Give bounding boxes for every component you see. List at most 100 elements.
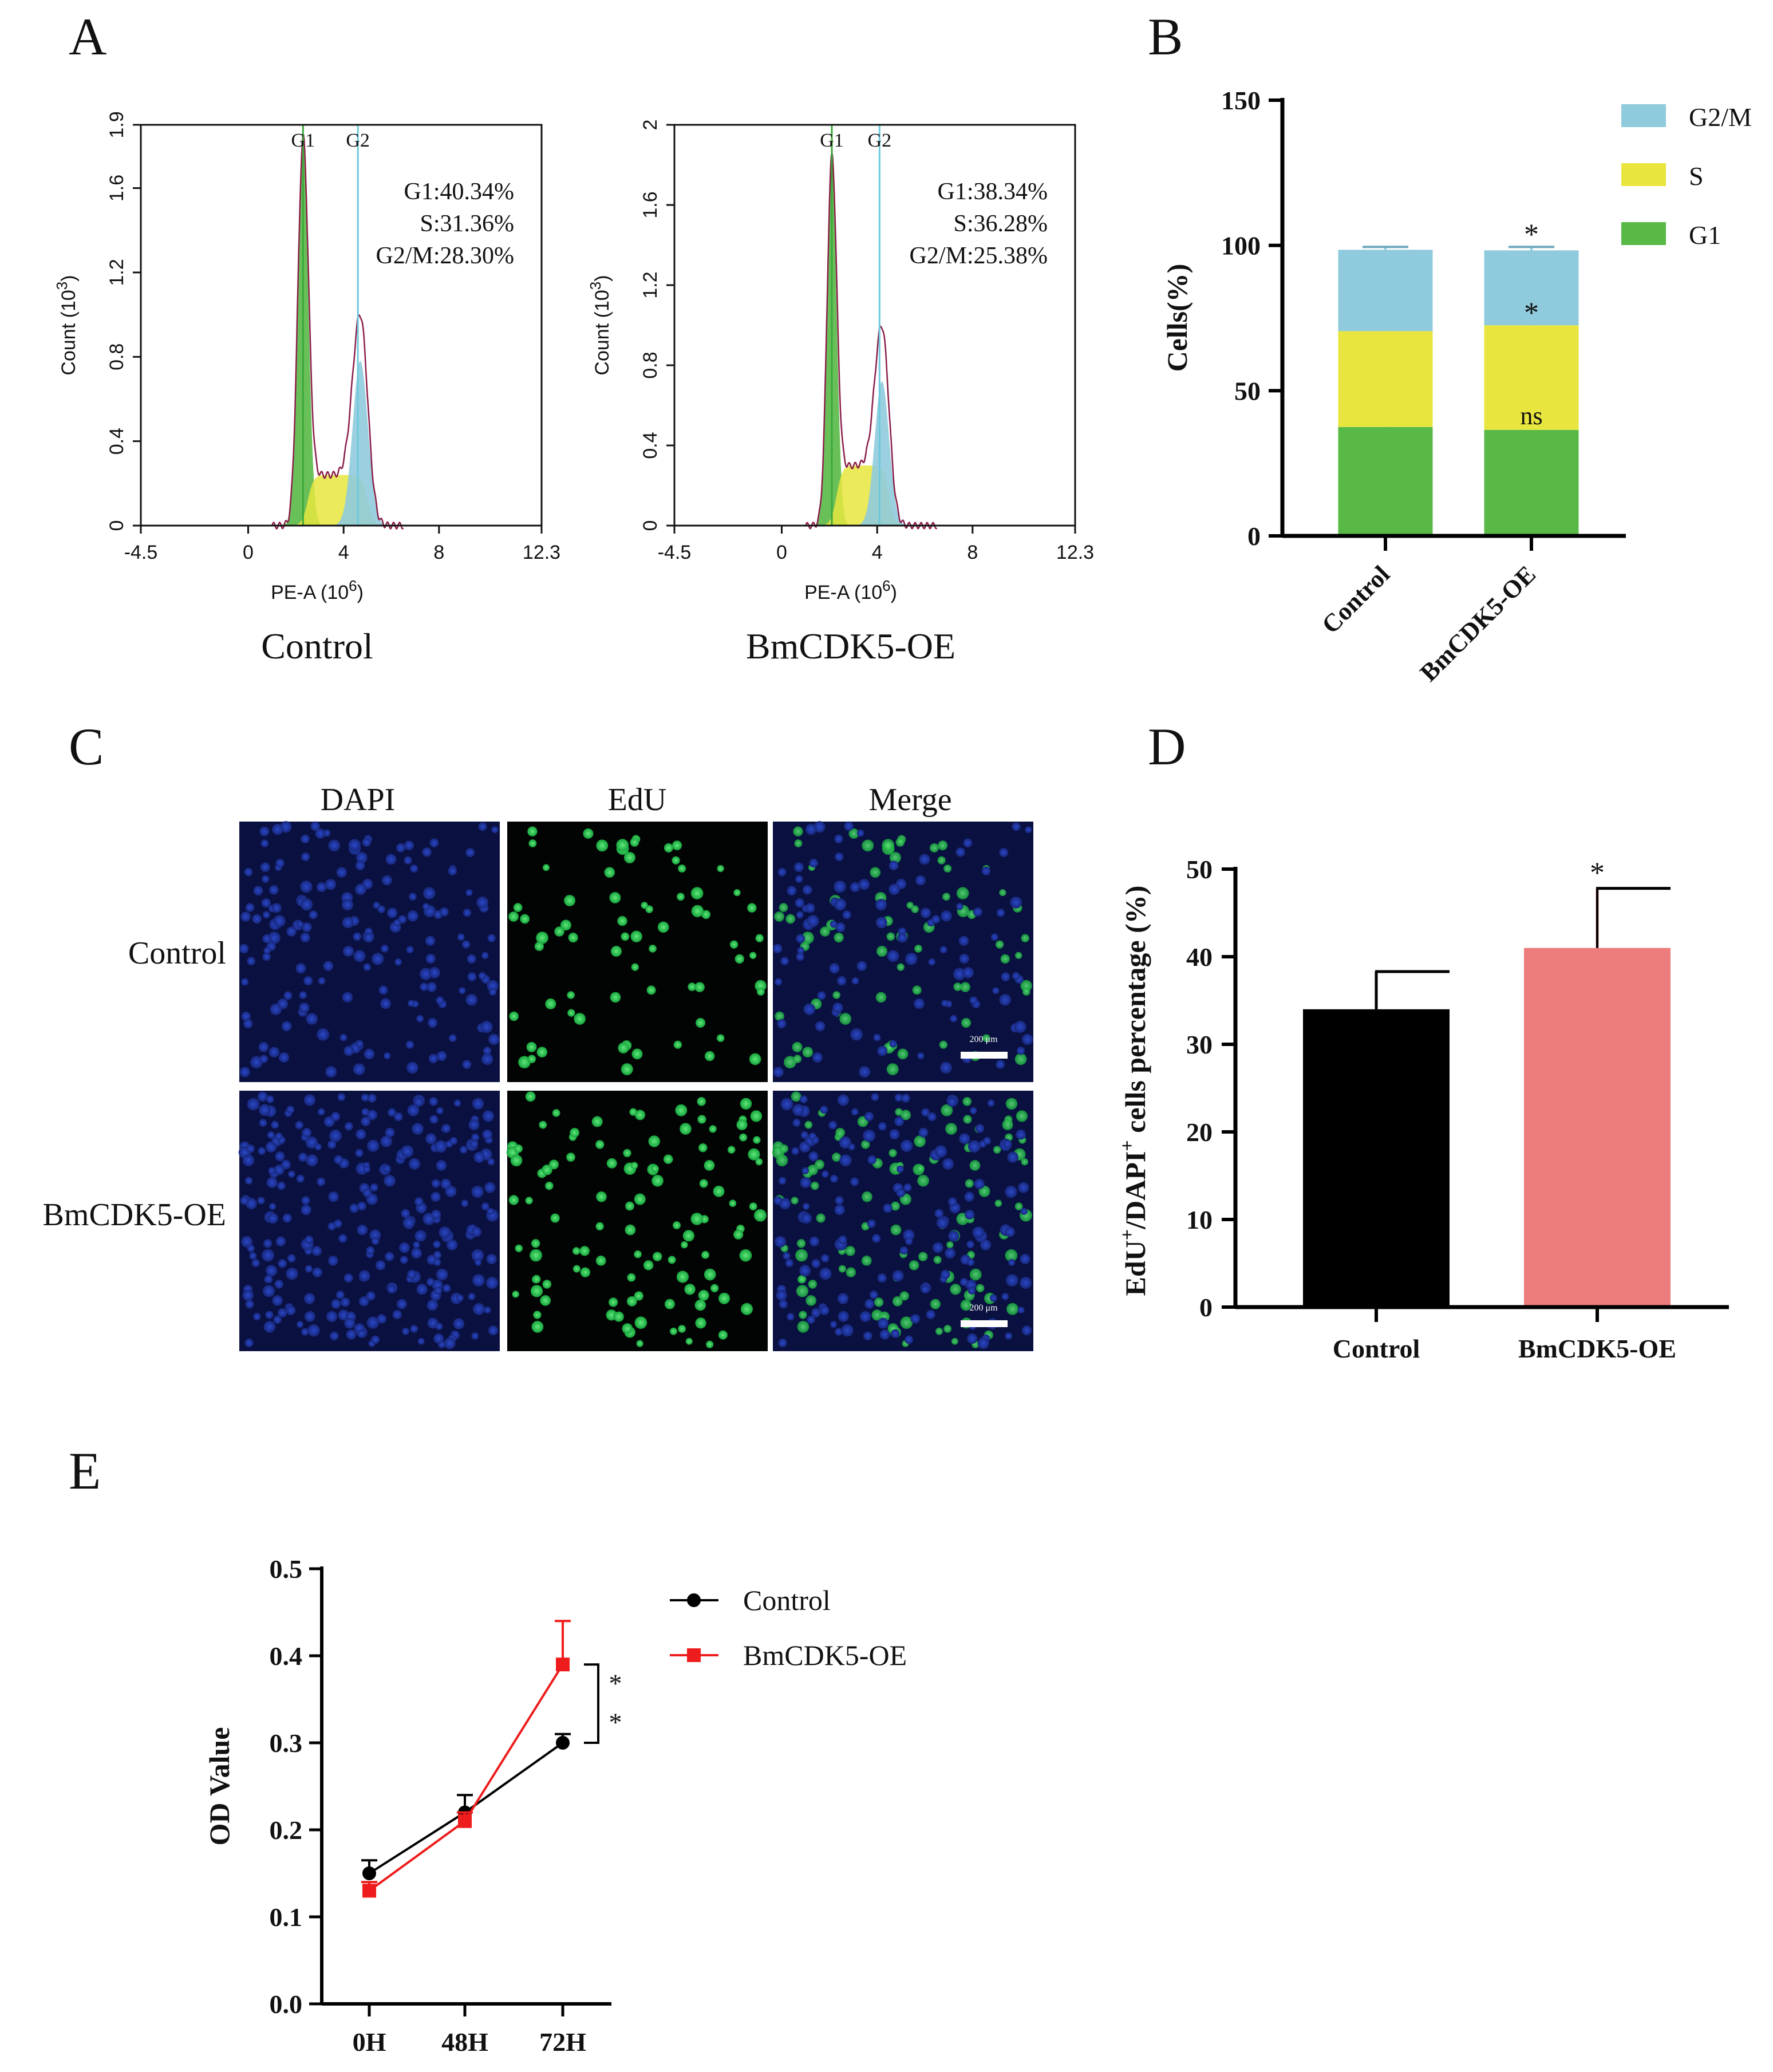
nucleus-green (678, 1325, 686, 1333)
panel-label-d: D (1148, 717, 1186, 776)
nucleus-green (755, 934, 764, 942)
nucleus-green (634, 1193, 646, 1205)
nucleus-blue (386, 907, 398, 918)
nucleus-green (583, 828, 594, 839)
nucleus-blue (380, 1135, 392, 1147)
nucleus-blue (239, 944, 249, 954)
nucleus-blue (850, 882, 860, 893)
nucleus-green (891, 1201, 900, 1211)
nucleus-blue (921, 1285, 930, 1294)
nucleus-green (791, 1091, 801, 1102)
nucleus-green (704, 1160, 715, 1171)
nucleus-blue (265, 1311, 274, 1319)
nucleus-green (848, 828, 859, 839)
nucleus-green (1006, 1303, 1018, 1315)
nucleus-blue (917, 1052, 925, 1060)
nucleus-blue (392, 1309, 402, 1320)
nucleus-blue (355, 861, 365, 871)
nucleus-blue (778, 1338, 787, 1348)
nucleus-blue (385, 854, 397, 865)
nucleus-green (668, 1256, 676, 1264)
nucleus-blue (436, 1268, 448, 1281)
nucleus-blue (300, 933, 310, 943)
nucleus-blue (987, 1099, 995, 1107)
nucleus-blue (426, 1278, 435, 1286)
nucleus-blue (809, 858, 818, 868)
nucleus-blue (834, 880, 846, 893)
panel-label-e: E (69, 1442, 101, 1500)
nucleus-blue (266, 1265, 278, 1277)
nucleus-blue (326, 1311, 338, 1323)
nucleus-blue (992, 987, 1000, 994)
column-header-dapi: DAPI (321, 782, 396, 818)
nucleus-blue (835, 1328, 843, 1336)
nucleus-blue (800, 1131, 808, 1139)
y-tick-label: 0.0 (270, 1990, 303, 2019)
nucleus-green (739, 1133, 748, 1142)
nucleus-blue (1019, 1277, 1032, 1289)
nucleus-blue (373, 902, 380, 909)
nucleus-blue (336, 867, 348, 878)
data-point (362, 1884, 376, 1898)
nucleus-green (572, 1265, 581, 1273)
nucleus-blue (875, 899, 887, 911)
significance-marker: * (1524, 218, 1539, 251)
nucleus-blue (333, 1219, 342, 1228)
nucleus-blue (486, 1253, 497, 1265)
nucleus-green (845, 1246, 855, 1256)
nucleus-blue (959, 1278, 969, 1286)
tile-background (773, 1091, 1033, 1351)
nucleus-blue (927, 1112, 937, 1122)
y-tick-label: 0.2 (270, 1816, 303, 1845)
nucleus-blue (245, 903, 255, 912)
nucleus-green (951, 1337, 958, 1345)
nucleus-blue (303, 1094, 316, 1106)
nucleus-green (718, 1292, 730, 1304)
nucleus-green (961, 1017, 972, 1028)
nucleus-green (631, 1048, 643, 1060)
nucleus-green (1014, 1202, 1023, 1211)
nucleus-green (525, 1197, 533, 1205)
nucleus-blue (892, 1270, 904, 1282)
nucleus-blue (800, 1177, 811, 1189)
y-tick-label: 100 (1221, 231, 1261, 261)
nucleus-green (747, 903, 757, 913)
bar-g1-0 (1338, 427, 1433, 536)
nucleus-blue (366, 1246, 375, 1255)
nucleus-blue (425, 953, 436, 964)
nucleus-blue (305, 1265, 313, 1273)
edu-bar-chart: 0 10 20 30 40 50 Control BmCDK5-OE EdU+/DAPI+ … (1117, 855, 1729, 1363)
nucleus-blue (448, 1034, 457, 1042)
nucleus-blue (244, 1177, 253, 1185)
tile-background (507, 822, 768, 1082)
nucleus-blue (253, 886, 263, 896)
nucleus-green (937, 856, 946, 865)
nucleus-blue (478, 972, 487, 980)
nucleus-green (811, 1181, 819, 1190)
nucleus-blue (306, 1154, 318, 1167)
y-tick-label: 0 (1247, 522, 1261, 551)
nucleus-blue (341, 1297, 350, 1307)
nucleus-green (999, 889, 1006, 897)
nucleus-green (664, 1299, 675, 1309)
nucleus-blue (299, 991, 307, 999)
nucleus-blue (353, 1063, 365, 1075)
nucleus-blue (459, 1146, 468, 1154)
nucleus-blue (412, 1123, 424, 1135)
nucleus-blue (780, 1098, 793, 1111)
significance-marker: * (609, 1708, 622, 1737)
nucleus-green (706, 1340, 714, 1348)
nucleus-green (704, 1268, 716, 1281)
nucleus-blue (356, 1129, 366, 1140)
nucleus-green (939, 1040, 948, 1049)
nucleus-blue (358, 1270, 370, 1282)
nucleus-blue (419, 968, 432, 981)
nucleus-green (918, 1252, 928, 1261)
g1-gate-label: G1 (291, 130, 315, 151)
nucleus-blue (996, 1060, 1005, 1069)
microscopy-tile-merge-0 (772, 821, 1033, 1082)
nucleus-blue (259, 1055, 268, 1063)
nucleus-blue (318, 977, 326, 985)
y-tick-label: 0 (1199, 1293, 1213, 1322)
nucleus-green (797, 1321, 810, 1333)
